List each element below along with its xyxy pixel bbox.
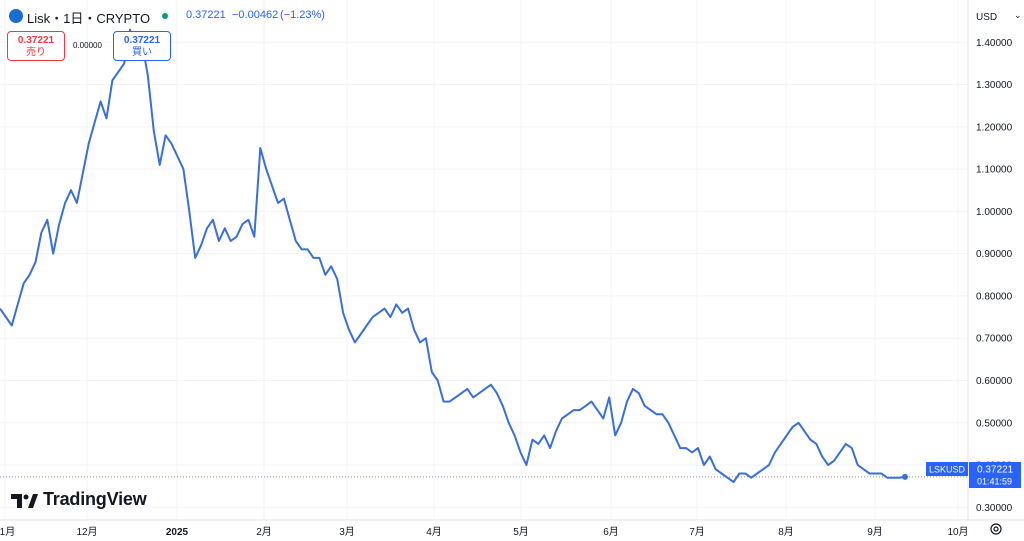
lisk-logo-icon [9,9,23,23]
y-tick-label: 1.40000 [976,38,1013,49]
buy-label: 買い [132,47,152,58]
gear-icon[interactable] [989,522,1003,536]
y-tick-label: 0.70000 [976,334,1013,345]
grid [0,0,968,520]
y-tick-label: 1.00000 [976,207,1013,218]
market-status-icon [162,13,168,19]
x-tick-label: 6月 [603,526,619,538]
last-price-tag: LSKUSD 0.37221 01:41:59 [926,462,1021,488]
series-line-lskusd [0,28,906,483]
symbol-title[interactable]: Lisk・1日・CRYPTO [27,11,151,26]
y-tick-label: 1.20000 [976,122,1013,133]
x-tick-label: 8月 [778,526,794,538]
buy-price: 0.37221 [123,35,161,46]
price-tag-box [969,462,1021,488]
y-tick-label: 1.10000 [976,165,1013,176]
x-tick-label: 2月 [256,526,272,538]
y-tick-label: 0.80000 [976,291,1013,302]
price-axis: 1.40000 1.30000 1.20000 1.10000 1.00000 0.900… [976,38,1013,514]
x-tick-label: 3月 [339,526,355,538]
legend-change-percent: (−1.23%) [280,9,325,21]
time-axis: 11月 12月 2025 2月 3月 4月 5月 6月 7月 8月 9月 10月 [0,526,969,538]
sell-price: 0.37221 [17,35,55,46]
currency-select[interactable]: USD ⌄ [970,4,1024,28]
x-tick-label: 11月 [0,526,15,538]
legend-last-price: 0.37221 [186,9,226,21]
x-tick-label: 5月 [513,526,529,538]
buy-button[interactable]: 0.37221 買い [113,31,171,61]
x-tick-label: 4月 [426,526,442,538]
ticker-tag-label: LSKUSD [929,465,966,475]
spread-value: 0.00000 [73,41,102,50]
y-tick-label: 0.50000 [976,418,1013,429]
y-tick-label: 0.90000 [976,249,1013,260]
x-tick-label: 10月 [947,526,968,538]
y-tick-label: 0.30000 [976,503,1013,514]
tradingview-mark-icon [11,494,38,508]
x-tick-label: 2025 [166,527,189,538]
legend-header: Lisk・1日・CRYPTO 0.37221 −0.00462 (−1.23%) [0,0,968,32]
last-point-marker [902,473,908,480]
x-tick-label: 12月 [76,526,97,538]
ticker-tag-box [926,462,968,476]
price-tag-value: 0.37221 [977,465,1014,476]
legend-change: −0.00462 [232,9,279,21]
y-tick-label: 1.30000 [976,80,1013,91]
sell-label: 売り [26,47,46,58]
currency-label: USD [976,12,998,23]
chevron-down-icon: ⌄ [1014,10,1022,20]
price-tag-countdown: 01:41:59 [977,477,1012,487]
x-tick-label: 9月 [867,526,883,538]
x-tick-label: 7月 [689,526,705,538]
y-tick-label: 0.60000 [976,376,1013,387]
brand-name: TradingView [43,489,147,509]
sell-button[interactable]: 0.37221 売り [7,31,65,61]
